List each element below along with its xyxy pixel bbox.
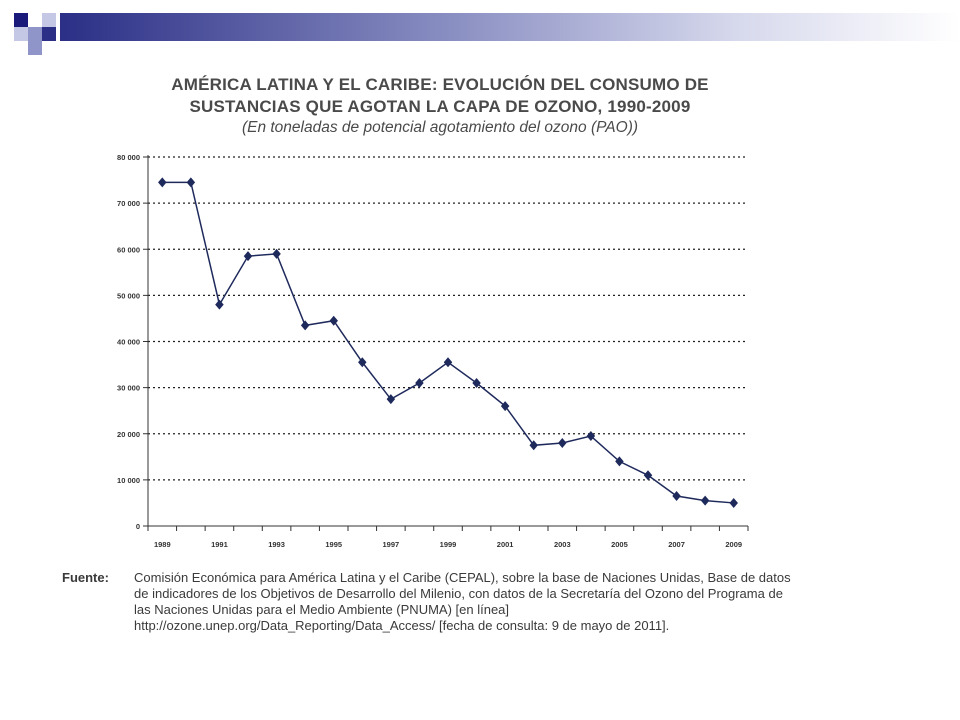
y-tick-label: 0 [136,522,140,531]
data-point [443,357,453,368]
x-tick-label: 1999 [440,540,457,549]
x-tick-label: 2001 [497,540,514,549]
data-point [529,440,538,451]
data-point [272,248,281,259]
data-point [586,431,596,442]
data-point [615,456,624,467]
data-point [472,378,481,389]
y-tick-label: 30 000 [117,384,140,393]
data-point [329,315,338,326]
data-point [243,251,253,262]
header-square-white [28,13,42,27]
chart-title-block: AMÉRICA LATINA Y EL CARIBE: EVOLUCIÓN DE… [60,74,820,138]
data-point [672,491,681,502]
y-tick-label: 50 000 [117,291,140,300]
series-line [162,181,734,504]
x-tick-label: 1989 [154,540,171,549]
data-point [186,177,196,188]
header-square-mid [28,27,42,41]
data-point [558,437,567,448]
source-label: Fuente: [62,570,109,585]
data-point [215,299,224,310]
data-point [729,497,738,508]
x-tick-label: 1991 [211,540,228,549]
x-tick-label: 2003 [554,540,571,549]
x-tick-label: 2007 [668,540,685,549]
data-point [643,470,653,481]
data-point [500,401,510,412]
data-point [415,378,424,389]
header-square-mid-2 [28,41,42,55]
y-tick-label: 80 000 [117,153,140,162]
source-text: Comisión Económica para América Latina y… [134,570,791,633]
chart-title-line-1: AMÉRICA LATINA Y EL CARIBE: EVOLUCIÓN DE… [171,75,709,94]
data-point [386,394,396,405]
data-point [700,495,710,506]
chart-subtitle: (En toneladas de potencial agotamiento d… [241,119,639,136]
header-square-light [42,13,56,27]
chart-title-line-2: SUSTANCIAS QUE AGOTAN LA CAPA DE OZONO, … [189,97,691,116]
x-tick-label: 1993 [268,540,285,549]
y-tick-label: 60 000 [117,245,140,254]
x-tick-label: 1995 [325,540,342,549]
header-gradient-bar [14,13,960,55]
header-square-light-2 [14,27,28,41]
y-tick-label: 20 000 [117,430,140,439]
line-chart: 0 10 000 20 000 30 000 40 000 50 000 60 000 70 … [117,153,749,549]
data-point [300,320,310,331]
header-square-dark [14,13,28,27]
slide-header-decoration [0,0,960,60]
y-tick-label: 70 000 [117,199,140,208]
data-point [158,177,167,188]
y-tick-label: 40 000 [117,338,140,347]
y-tick-label: 10 000 [117,476,140,485]
data-point [358,357,367,368]
x-tick-label: 1997 [383,540,400,549]
header-square-dark-2 [42,27,56,41]
x-tick-label: 2005 [611,540,628,549]
x-tick-label: 2009 [725,540,742,549]
